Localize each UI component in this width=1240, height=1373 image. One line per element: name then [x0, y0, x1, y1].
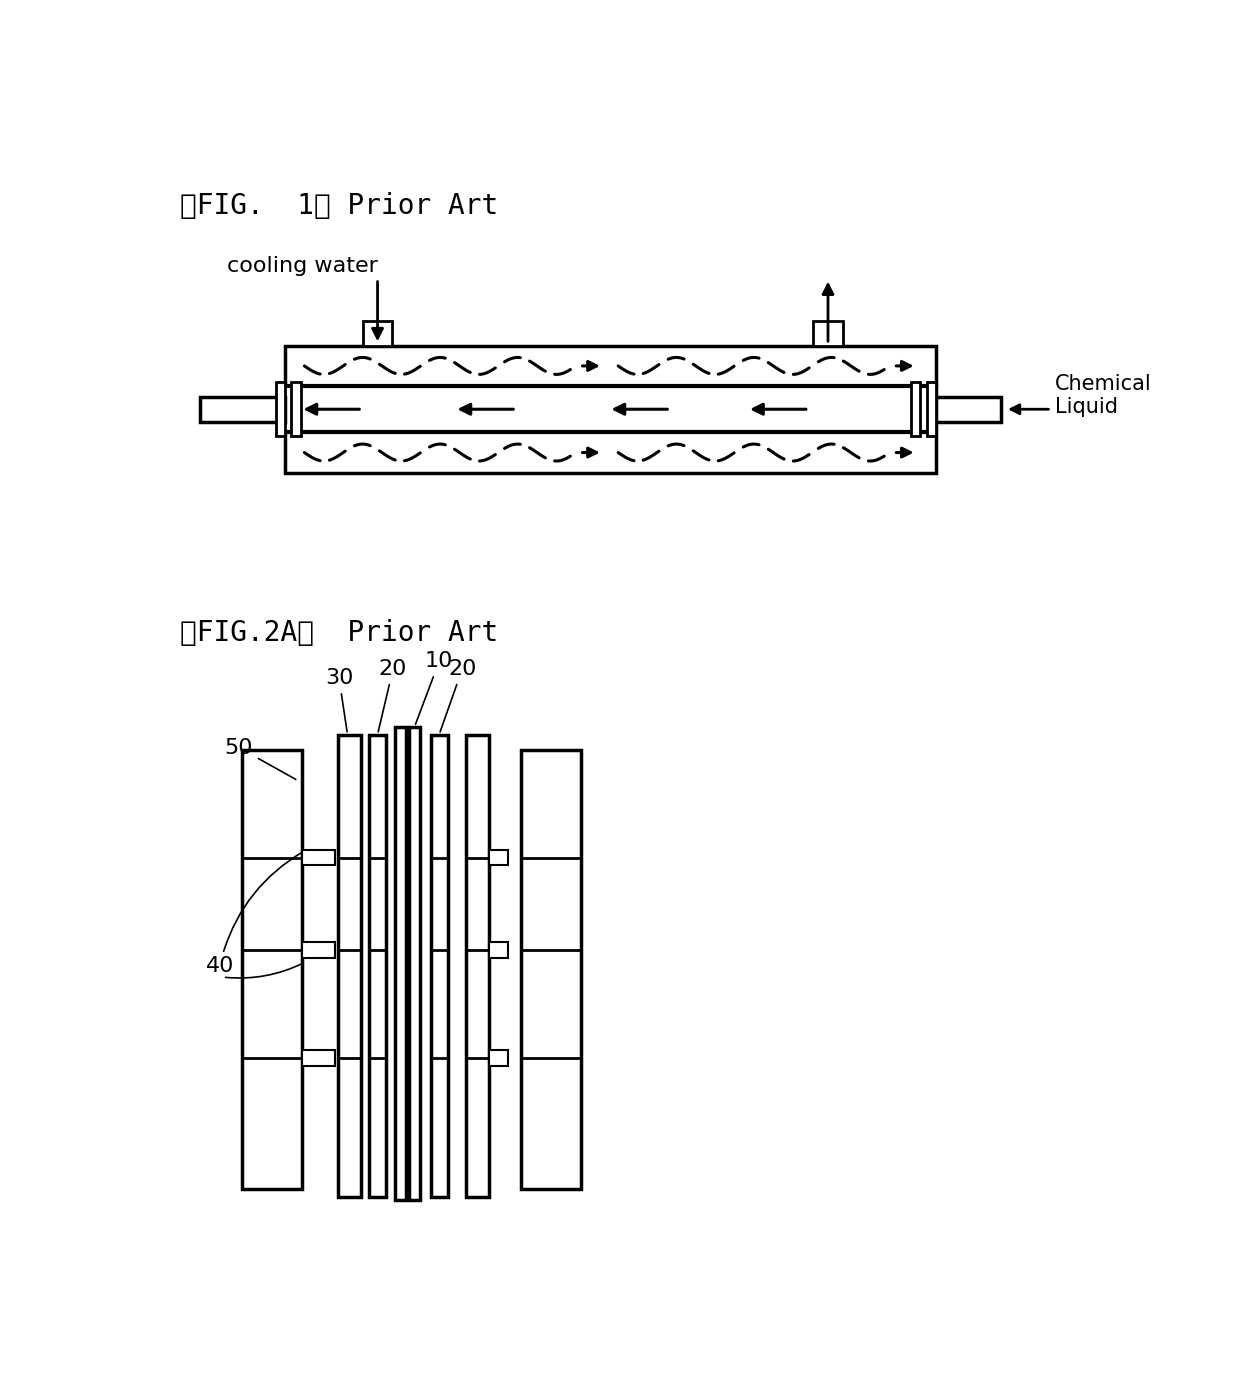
- Bar: [285, 386, 936, 432]
- Bar: [277, 382, 285, 437]
- Bar: [490, 1050, 508, 1065]
- Text: 30: 30: [325, 669, 353, 732]
- Text: 40: 40: [206, 956, 234, 976]
- Text: cooling water: cooling water: [227, 255, 378, 276]
- Bar: [201, 397, 285, 422]
- Bar: [370, 735, 386, 1196]
- Text: 【FIG.  1】 Prior Art: 【FIG. 1】 Prior Art: [180, 192, 498, 220]
- Bar: [291, 382, 300, 437]
- Text: Chemical
Liquid: Chemical Liquid: [1055, 373, 1152, 417]
- Text: 20: 20: [440, 659, 476, 732]
- Bar: [490, 942, 508, 958]
- Bar: [813, 321, 843, 346]
- Bar: [466, 735, 490, 1196]
- Text: 10: 10: [415, 651, 454, 725]
- Bar: [936, 397, 1001, 422]
- Bar: [242, 750, 303, 1189]
- Bar: [285, 346, 936, 472]
- Bar: [363, 321, 392, 346]
- Bar: [911, 382, 920, 437]
- Bar: [926, 382, 936, 437]
- Bar: [396, 726, 405, 1200]
- Bar: [303, 1050, 335, 1065]
- Text: 【FIG.2A】  Prior Art: 【FIG.2A】 Prior Art: [180, 619, 498, 647]
- Bar: [409, 726, 420, 1200]
- Text: 50: 50: [224, 737, 296, 780]
- Bar: [521, 750, 580, 1189]
- Bar: [337, 735, 361, 1196]
- Bar: [430, 735, 448, 1196]
- Text: 20: 20: [378, 659, 407, 732]
- Bar: [303, 942, 335, 958]
- Bar: [490, 850, 508, 865]
- Bar: [303, 850, 335, 865]
